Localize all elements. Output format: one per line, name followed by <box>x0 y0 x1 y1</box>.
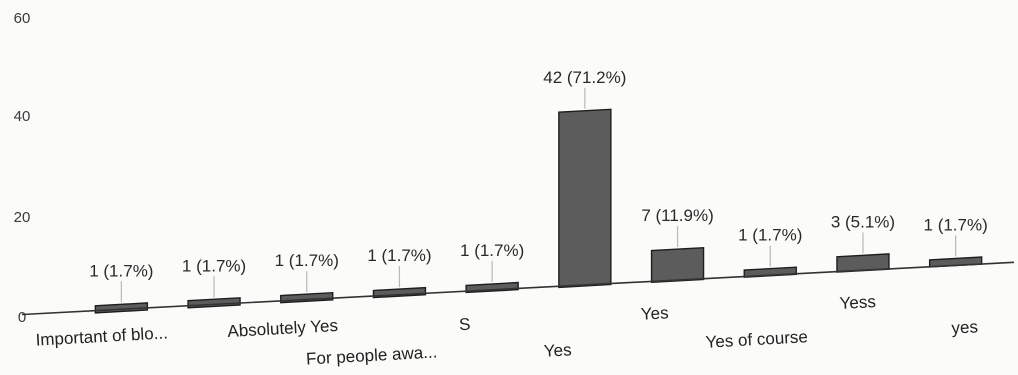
y-tick-label: 60 <box>14 10 31 27</box>
data-label: 1 (1.7%) <box>182 256 246 275</box>
category-label: S <box>459 315 471 335</box>
x-axis-line <box>21 261 1015 316</box>
category-label: Important of blo... <box>35 323 168 349</box>
category-label: For people awa... <box>306 342 438 368</box>
category-label: Yess <box>839 292 876 313</box>
category-label: Yes <box>640 303 669 323</box>
y-tick-label: 0 <box>18 309 26 326</box>
bar <box>650 246 705 284</box>
data-label: 1 (1.7%) <box>89 261 153 280</box>
category-label: Yes of course <box>705 327 808 352</box>
data-label: 3 (5.1%) <box>831 212 895 231</box>
category-labels: Important of blo... For people awa...Abso… <box>35 292 978 369</box>
data-labels: 1 (1.7%) 1 (1.7%) 1 (1.7%) 1 (1.7%) 1 (1.7%)… <box>89 68 988 281</box>
category-label: yes <box>951 317 978 337</box>
y-tick-label: 20 <box>14 209 31 226</box>
y-tick-label: 40 <box>14 108 31 125</box>
data-label: 1 (1.7%) <box>367 246 431 265</box>
category-label: Absolutely Yes <box>227 316 338 341</box>
data-label: 1 (1.7%) <box>460 241 524 260</box>
y-axis-ticks: 0 20 40 60 <box>14 10 31 326</box>
bar <box>558 108 612 289</box>
data-label-leaders <box>120 87 957 303</box>
data-label: 42 (71.2%) <box>543 68 626 87</box>
data-label: 1 (1.7%) <box>275 251 339 270</box>
bars <box>94 108 983 314</box>
data-label: 7 (11.9%) <box>641 206 713 225</box>
category-label: Yes <box>543 340 572 360</box>
data-label: 1 (1.7%) <box>738 226 802 245</box>
data-label: 1 (1.7%) <box>924 215 988 234</box>
